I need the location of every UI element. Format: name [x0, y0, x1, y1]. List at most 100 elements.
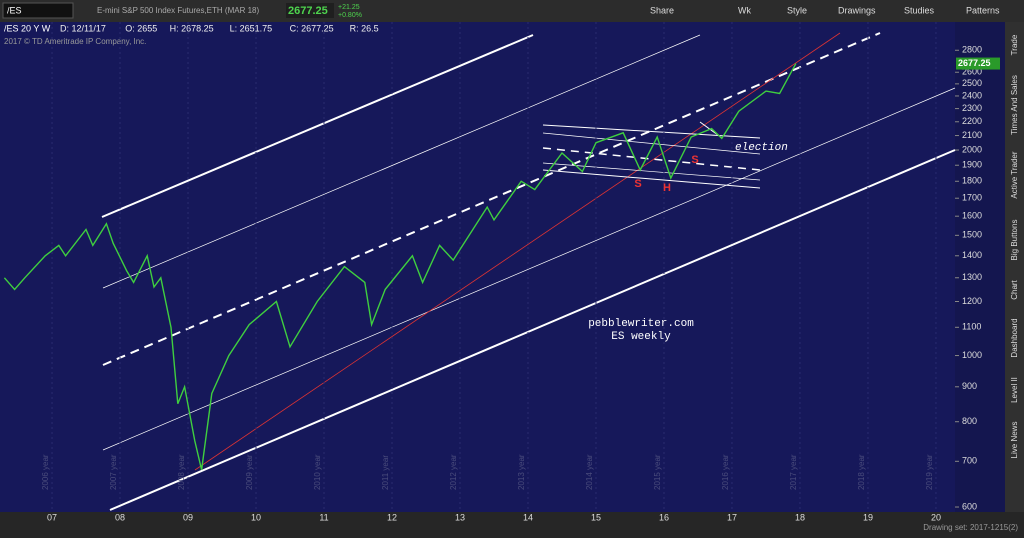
sidebar-tab[interactable]: Level II [1010, 377, 1019, 403]
annotation: ES weekly [611, 331, 671, 343]
last-price: 2677.25 [288, 5, 328, 17]
y-tick-label: 1100 [962, 322, 981, 332]
toolbar-button[interactable]: Patterns [966, 5, 1000, 15]
year-label: 2016 year [721, 454, 730, 490]
description: E-mini S&P 500 Index Futures,ETH (MAR 18… [97, 6, 259, 15]
x-axis-area [0, 512, 1005, 538]
drawings [101, 32, 956, 511]
toolbar-button[interactable]: Style [787, 5, 807, 15]
y-tick-label: 700 [962, 456, 977, 466]
y-tick-label: 1900 [962, 160, 982, 170]
y-tick-label: 1700 [962, 193, 982, 203]
y-tick-label: 1000 [962, 350, 982, 360]
ohlc-field: R: 26.5 [350, 23, 379, 33]
year-label: 2015 year [653, 454, 662, 490]
ohlc-field: L: 2651.75 [230, 23, 273, 33]
x-tick-label: 09 [183, 512, 193, 522]
sidebar-tab[interactable]: Trade [1010, 34, 1019, 55]
year-label: 2011 year [381, 455, 390, 490]
year-label: 2018 year [857, 454, 866, 490]
change-pct: +0.80% [338, 12, 362, 19]
y-axis-area [955, 22, 1005, 512]
year-label: 2012 year [449, 454, 458, 490]
y-tick-label: 1500 [962, 230, 982, 240]
sidebar-tab[interactable]: Live News [1010, 422, 1019, 459]
y-tick-label: 2300 [962, 103, 982, 113]
annotation: S [634, 178, 641, 190]
trendline [194, 32, 841, 471]
trendline [102, 34, 701, 289]
trendline [542, 162, 761, 181]
year-label: 2019 year [925, 454, 934, 490]
sidebar-tab[interactable]: Times And Sales [1010, 75, 1019, 135]
y-tick-label: 800 [962, 416, 977, 426]
trendline [101, 34, 534, 218]
x-tick-label: 11 [319, 512, 328, 522]
ohlc-field: C: 2677.25 [290, 23, 334, 33]
year-label: 2007 year [109, 454, 118, 490]
ohlc-field: H: 2678.25 [170, 23, 214, 33]
x-tick-label: 17 [727, 512, 737, 522]
sidebar-tab[interactable]: Dashboard [1010, 318, 1019, 357]
toolbar [0, 0, 1024, 22]
y-tick-label: 1400 [962, 250, 982, 260]
y-tick-label: 2200 [962, 116, 982, 126]
year-label: 2010 year [313, 454, 322, 490]
year-label: 2009 year [245, 454, 254, 490]
ohlc-field: D: 12/11/17 [60, 23, 106, 33]
x-tick-label: 15 [591, 512, 601, 522]
symbol: /ES [7, 5, 22, 15]
annotation: election [735, 142, 788, 154]
copyright: 2017 © TD Ameritrade IP Company, Inc. [4, 37, 146, 46]
last-price-box [956, 57, 1000, 70]
year-label: 2014 year [585, 454, 594, 490]
toolbar-button[interactable]: Studies [904, 5, 935, 15]
symbol-box[interactable] [2, 2, 74, 19]
x-tick-label: 20 [931, 512, 941, 522]
x-tick-label: 07 [47, 512, 57, 522]
y-tick-label: 2600 [962, 67, 982, 77]
y-tick-label: 1800 [962, 176, 982, 186]
year-label: 2017 year [789, 454, 798, 490]
x-tick-label: 13 [455, 512, 465, 522]
year-label: 2006 year [41, 454, 50, 490]
trendline [102, 87, 956, 451]
x-tick-label: 18 [795, 512, 805, 522]
y-tick-label: 2000 [962, 144, 982, 154]
trendline [542, 132, 761, 155]
y-tick-label: 2100 [962, 130, 982, 140]
annotation: pebblewriter.com [588, 318, 694, 330]
y-tick-label: 1200 [962, 296, 982, 306]
last-box [286, 3, 334, 18]
toolbar-button[interactable]: Wk [738, 5, 751, 15]
toolbar-button[interactable]: Share [650, 5, 674, 15]
trendline [542, 169, 761, 189]
status: Drawing set: 2017-1215(2) [923, 523, 1018, 532]
y-tick-label: 2800 [962, 45, 982, 55]
trendline [109, 149, 956, 511]
price-line [3, 63, 797, 471]
ohlc-field: O: 2655 [125, 23, 157, 33]
plot-area [0, 22, 955, 512]
y-tick-label: 2400 [962, 90, 982, 100]
y-tick-label: 600 [962, 501, 977, 511]
sidebar [1005, 22, 1024, 512]
x-tick-label: 19 [863, 512, 873, 522]
sidebar-tab[interactable]: Chart [1010, 279, 1019, 299]
trendline [102, 32, 881, 366]
sidebar-tab[interactable]: Big Buttons [1010, 220, 1019, 261]
x-tick-label: 14 [523, 512, 533, 522]
year-label: 2008 year [177, 454, 186, 490]
toolbar-button[interactable]: Drawings [838, 5, 876, 15]
change: +21.25 [338, 4, 360, 11]
last-price-label: 2677.25 [958, 58, 991, 68]
x-tick-label: 16 [659, 512, 669, 522]
y-tick-label: 900 [962, 381, 977, 391]
x-tick-label: 10 [251, 512, 261, 522]
sidebar-tab[interactable]: Active Trader [1010, 151, 1019, 198]
y-tick-label: 2500 [962, 78, 982, 88]
year-label: 2013 year [517, 454, 526, 490]
annotation: S [691, 154, 698, 166]
y-tick-label: 1600 [962, 211, 982, 221]
